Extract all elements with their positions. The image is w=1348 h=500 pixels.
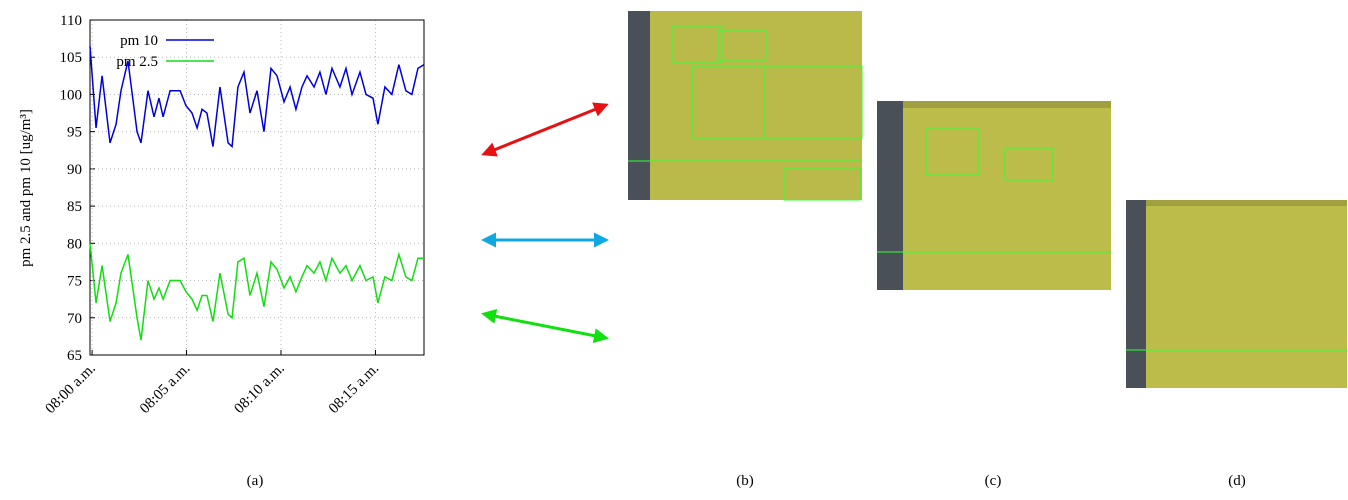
x-tick-label: 08:10 a.m. (231, 361, 287, 417)
y-axis-label: pm 2.5 and pm 10 [ug/m³] (18, 109, 34, 267)
x-tick-label: 08:15 a.m. (326, 361, 382, 417)
y-tick-label: 110 (60, 13, 82, 29)
y-tick-label: 90 (67, 162, 82, 178)
y-tick-label: 105 (60, 50, 83, 66)
y-tick-label: 85 (67, 199, 82, 215)
legend-label: pm 2.5 (116, 54, 158, 70)
image-b (628, 11, 863, 201)
y-tick-label: 95 (67, 125, 82, 141)
image-d (1126, 200, 1347, 388)
legend-label: pm 10 (120, 33, 158, 49)
arrow (481, 308, 609, 344)
y-tick-label: 75 (67, 274, 82, 290)
caption: (c) (985, 473, 1002, 489)
x-tick-label: 08:05 a.m. (137, 361, 193, 417)
arrow (481, 102, 609, 157)
line (89, 46, 425, 149)
line (89, 243, 424, 341)
plot-frame (89, 19, 425, 356)
image-c (877, 101, 1111, 290)
y-tick-label: 70 (67, 311, 82, 327)
y-tick-label: 100 (60, 87, 83, 103)
x-tick-label: 08:00 a.m. (43, 361, 99, 417)
plot: 65 70 75 80 85 90 95 100 105 110 08:00 a.m. 08:05 a… (43, 13, 425, 417)
y-tick-label: 65 (67, 348, 82, 364)
y-tick-label: 80 (67, 236, 82, 252)
caption: (b) (736, 473, 754, 489)
caption: (a) (247, 473, 264, 489)
caption: (d) (1228, 473, 1246, 489)
